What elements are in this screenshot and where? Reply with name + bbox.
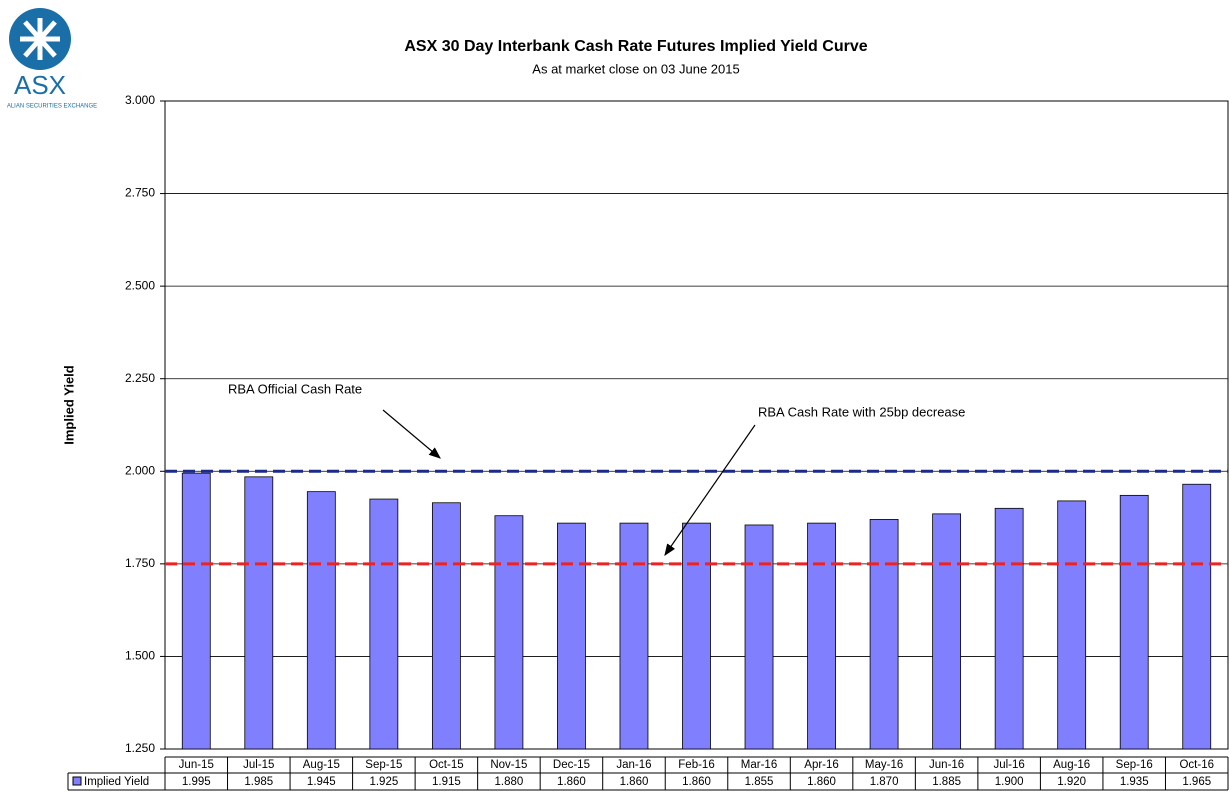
value-label: 1.985 <box>244 776 273 788</box>
logo: ASX ALIAN SECURITIES EXCHANGE <box>7 8 97 110</box>
x-tick-label: Sep-16 <box>1116 759 1153 771</box>
value-label: 1.870 <box>870 776 899 788</box>
x-tick-label: Dec-15 <box>553 759 590 771</box>
bar <box>932 513 962 750</box>
x-tick-label: Sep-15 <box>365 759 402 771</box>
bar <box>994 507 1024 750</box>
value-label: 1.855 <box>745 776 774 788</box>
x-tick-label: Jun-16 <box>929 759 964 771</box>
value-label: 1.860 <box>620 776 649 788</box>
annotation: RBA Cash Rate with 25bp decrease <box>758 404 965 419</box>
bar <box>431 502 461 750</box>
bar <box>744 524 774 750</box>
y-tick-label: 1.750 <box>125 556 155 570</box>
bar <box>869 519 899 750</box>
annotation-arrow <box>664 424 756 556</box>
x-tick-label: Jul-16 <box>993 759 1024 771</box>
y-tick-label: 2.500 <box>125 278 155 292</box>
y-tick-label: 2.000 <box>125 463 155 477</box>
y-tick-label: 1.500 <box>125 649 155 663</box>
value-label: 1.900 <box>995 776 1024 788</box>
bar <box>181 472 211 750</box>
bar <box>369 498 399 750</box>
bar <box>494 515 524 750</box>
value-label: 1.925 <box>369 776 398 788</box>
x-tick-label: Oct-15 <box>429 759 464 771</box>
bar <box>807 522 836 750</box>
bar <box>1182 483 1212 750</box>
value-label: 1.860 <box>557 776 586 788</box>
x-tick-label: Jan-16 <box>616 759 651 771</box>
bar <box>619 522 649 750</box>
logo-name: ASX <box>14 70 66 100</box>
y-axis-label: Implied Yield <box>61 365 76 445</box>
logo-tagline: ALIAN SECURITIES EXCHANGE <box>7 104 97 110</box>
value-label: 1.965 <box>1182 776 1211 788</box>
annotation: RBA Official Cash Rate <box>228 381 362 396</box>
value-label: 1.920 <box>1057 776 1086 788</box>
bar <box>306 491 336 750</box>
value-label: 1.945 <box>307 776 336 788</box>
y-tick-label: 2.750 <box>125 186 155 200</box>
y-tick-label: 2.250 <box>125 371 155 385</box>
value-label: 1.880 <box>495 776 524 788</box>
value-label: 1.860 <box>682 776 711 788</box>
value-label: 1.995 <box>182 776 211 788</box>
x-tick-label: Apr-16 <box>804 759 839 771</box>
bar <box>682 522 711 750</box>
legend-label: Implied Yield <box>84 776 149 788</box>
x-tick-label: Mar-16 <box>741 759 777 771</box>
x-tick-label: Oct-16 <box>1179 759 1214 771</box>
bar <box>244 476 274 750</box>
x-tick-label: Aug-15 <box>303 759 340 771</box>
value-label: 1.885 <box>932 776 961 788</box>
x-tick-label: Jun-15 <box>179 759 214 771</box>
value-label: 1.935 <box>1120 776 1149 788</box>
value-label: 1.915 <box>432 776 461 788</box>
value-label: 1.860 <box>807 776 836 788</box>
x-tick-label: Aug-16 <box>1053 759 1090 771</box>
y-tick-label: 3.000 <box>125 93 155 107</box>
x-tick-label: May-16 <box>865 759 903 771</box>
bar <box>1119 494 1149 750</box>
legend-key <box>72 776 82 786</box>
logo-cross <box>20 18 60 60</box>
chart-title: ASX 30 Day Interbank Cash Rate Futures I… <box>404 38 867 55</box>
x-tick-label: Feb-16 <box>678 759 714 771</box>
y-tick-label: 1.250 <box>125 741 155 755</box>
bar <box>1057 500 1087 750</box>
x-tick-label: Jul-15 <box>243 759 274 771</box>
x-tick-label: Nov-15 <box>490 759 527 771</box>
chart-subtitle: As at market close on 03 June 2015 <box>532 61 739 76</box>
annotation-arrow <box>382 409 441 459</box>
bar <box>557 522 586 750</box>
